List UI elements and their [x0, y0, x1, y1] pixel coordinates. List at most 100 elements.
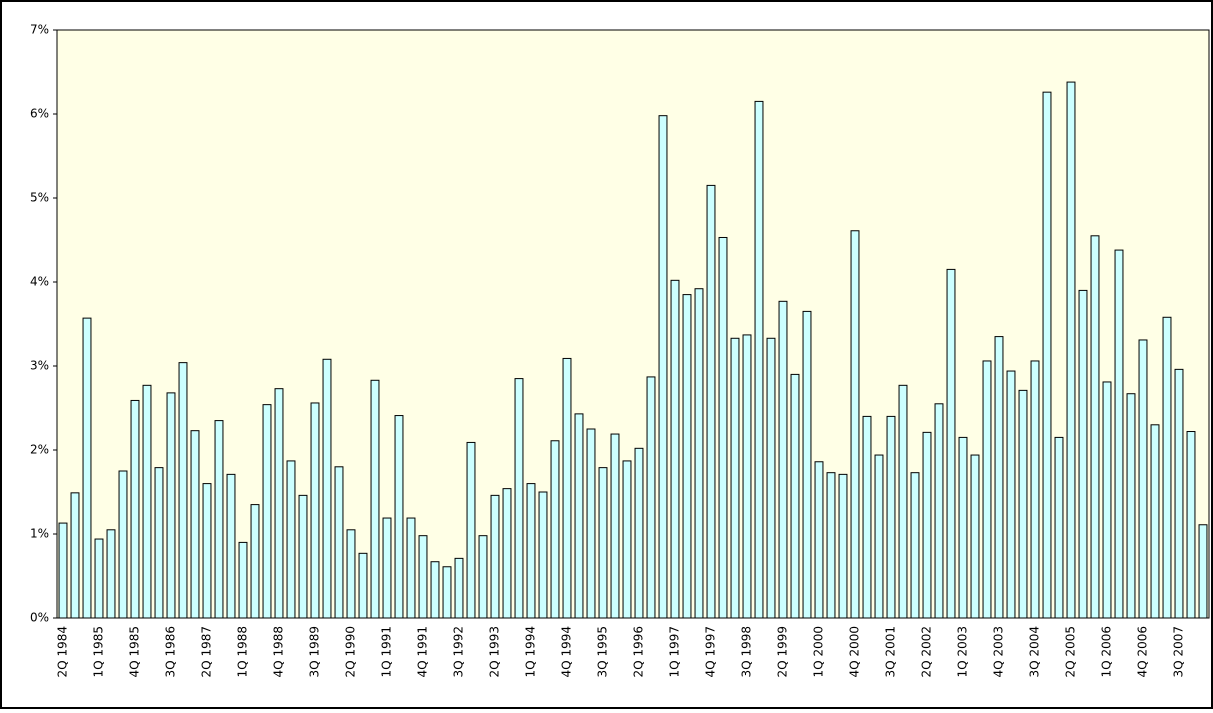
x-tick-label: 3Q 2001 — [884, 626, 898, 677]
bar — [622, 460, 632, 619]
x-tick-label: 4Q 1994 — [560, 626, 574, 677]
bar — [514, 378, 524, 619]
bar — [862, 415, 872, 619]
bar — [406, 517, 416, 619]
bar — [670, 279, 680, 619]
bar — [994, 336, 1004, 619]
bar — [898, 384, 908, 619]
x-tick-label: 2Q 2005 — [1064, 626, 1078, 677]
y-tick-label: 0% — [30, 611, 49, 625]
bar — [298, 494, 308, 619]
bar — [550, 440, 560, 619]
y-tick-label: 5% — [30, 191, 49, 205]
x-tick-label: 3Q 1995 — [596, 626, 610, 677]
bar — [1186, 431, 1196, 619]
bar — [790, 373, 800, 619]
y-tick-label: 1% — [30, 527, 49, 541]
x-tick-label: 4Q 1991 — [416, 626, 430, 677]
bar — [574, 413, 584, 619]
bar — [490, 494, 500, 619]
bar — [958, 436, 968, 619]
bar — [118, 470, 128, 619]
bar — [70, 492, 80, 619]
y-tick-label: 6% — [30, 107, 49, 121]
bar — [418, 535, 428, 619]
bar — [826, 472, 836, 619]
x-tick-label: 1Q 1994 — [524, 626, 538, 677]
bar — [538, 491, 548, 619]
bar — [946, 268, 956, 619]
bar — [82, 317, 92, 619]
bar — [370, 379, 380, 619]
bar — [286, 460, 296, 619]
bar — [1030, 360, 1040, 619]
bar — [94, 538, 104, 619]
bar — [634, 447, 644, 619]
bar — [706, 184, 716, 619]
x-tick-label: 4Q 2006 — [1136, 626, 1150, 677]
bar — [610, 433, 620, 619]
bar — [226, 473, 236, 619]
x-tick-label: 3Q 1986 — [164, 626, 178, 677]
bar — [190, 430, 200, 619]
bar — [838, 473, 848, 619]
bar — [682, 294, 692, 619]
x-tick-label: 2Q 1990 — [344, 626, 358, 677]
bar — [1138, 339, 1148, 619]
bar — [454, 557, 464, 619]
bar — [598, 467, 608, 619]
bar — [430, 561, 440, 619]
bar — [142, 384, 152, 619]
bar — [130, 399, 140, 619]
bar — [274, 388, 284, 619]
bar — [1066, 81, 1076, 619]
x-tick-label: 1Q 2000 — [812, 626, 826, 677]
x-tick-label: 2Q 2002 — [920, 626, 934, 677]
bar — [262, 404, 272, 619]
bar — [214, 420, 224, 619]
x-tick-label: 1Q 1997 — [668, 626, 682, 677]
bar — [586, 428, 596, 619]
bar — [1054, 436, 1064, 619]
bar — [1114, 249, 1124, 619]
y-tick-label: 7% — [30, 23, 49, 37]
bar — [694, 288, 704, 619]
x-tick-label: 2Q 1999 — [776, 626, 790, 677]
x-tick-label: 1Q 1988 — [236, 626, 250, 677]
bar — [1126, 393, 1136, 619]
bar — [238, 541, 248, 619]
bar — [1018, 389, 1028, 619]
y-tick-label: 4% — [30, 275, 49, 289]
x-tick-label: 4Q 2003 — [992, 626, 1006, 677]
bar — [250, 504, 260, 619]
bar — [346, 529, 356, 619]
bar — [1174, 368, 1184, 619]
x-tick-label: 2Q 1984 — [56, 626, 70, 677]
x-tick-label: 1Q 2003 — [956, 626, 970, 677]
y-tick-label: 3% — [30, 359, 49, 373]
x-tick-label: 4Q 1997 — [704, 626, 718, 677]
bar — [310, 402, 320, 619]
bar — [178, 362, 188, 619]
x-tick-label: 3Q 1992 — [452, 626, 466, 677]
bar — [358, 552, 368, 619]
bar — [1006, 370, 1016, 619]
y-tick-label: 2% — [30, 443, 49, 457]
bar — [754, 100, 764, 619]
bar — [778, 300, 788, 619]
bar — [742, 334, 752, 619]
bar — [922, 431, 932, 619]
bar — [1162, 316, 1172, 619]
bar — [1090, 235, 1100, 619]
bar — [730, 337, 740, 619]
bar — [394, 415, 404, 619]
bar — [646, 376, 656, 619]
x-tick-label: 2Q 1987 — [200, 626, 214, 677]
bar — [502, 488, 512, 619]
bar — [970, 454, 980, 619]
bar — [1102, 381, 1112, 619]
bar — [166, 392, 176, 619]
bar — [382, 517, 392, 619]
x-tick-label: 3Q 1998 — [740, 626, 754, 677]
x-tick-label: 4Q 2000 — [848, 626, 862, 677]
